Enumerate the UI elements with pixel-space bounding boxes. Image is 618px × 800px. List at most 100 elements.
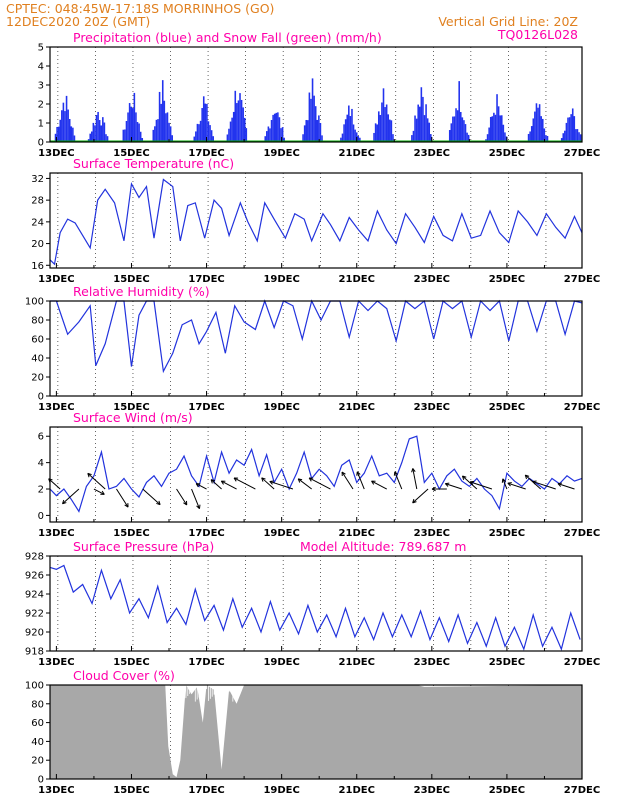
wind-arrow [469,481,493,490]
precip-bar [381,102,383,142]
precip-bar [168,122,170,142]
x-tick-label: 15DEC [113,148,149,159]
precip-bar [127,112,129,142]
wind-arrow-head [269,481,273,485]
panel-annotation: Model Altitude: 789.687 m [300,539,466,554]
series-line [49,178,583,266]
precip-bar [545,135,547,142]
wind-arrow-head [431,486,436,490]
precip-bar [311,78,314,142]
precip-bar [310,98,312,142]
precip-bar [568,117,571,142]
precip-bar [379,114,382,142]
precip-bar [169,126,172,142]
precip-bar [281,127,284,142]
precip-bar [461,117,464,142]
wind-arrow-head [394,471,399,475]
wind-arrow-head [183,502,187,506]
panel-frame [49,300,583,397]
x-tick-label: 15DEC [113,274,149,285]
y-tick-label: 0 [38,392,44,403]
precip-bar [155,119,158,142]
precip-bar [72,127,74,142]
wind-arrow-head [525,474,530,477]
precip-bar [266,131,268,142]
x-tick-label: 17DEC [188,274,224,285]
wind-arrow [269,480,294,490]
x-tick-label: 21DEC [339,402,375,413]
wind-arrow [356,471,365,490]
wind-arrow-head [461,475,465,480]
y-tick-label: 2 [38,485,44,496]
wind-arrow-head [444,483,449,487]
precip-bar [95,115,98,142]
wind-arrow [507,482,526,490]
precip-bar [70,126,73,142]
precip-bar [209,125,211,142]
wind-arrow-head [431,488,436,492]
precip-bar [319,122,322,142]
wind-arrow-head [210,479,216,482]
wind-arrow-head [233,477,237,482]
precip-bar [496,94,498,142]
precip-bar [232,111,235,142]
wind-arrow-head [371,480,375,485]
x-tick-label: 19DEC [263,785,299,796]
y-tick-label: 1 [38,119,44,130]
y-tick-label: 5 [38,43,44,54]
precip-bar [57,126,60,142]
precip-bar [453,116,456,142]
precip-bar [573,116,576,142]
wind-arrow [297,478,312,490]
precip-bar [382,88,385,142]
precip-bar [384,107,386,142]
wind-arrow-head [462,475,467,478]
precip-bar [237,100,240,142]
precip-bar [346,114,349,142]
precip-bar [103,122,106,142]
y-tick-label: 4 [38,62,44,73]
precip-bar [504,132,506,142]
precip-bar [270,119,273,142]
precip-bar [264,136,267,142]
y-tick-label: 60 [31,718,44,729]
precip-bar [570,114,572,142]
x-tick-label: 15DEC [113,785,149,796]
precip-bar [141,138,144,142]
x-tick-label: 13DEC [38,148,74,159]
precip-bar [466,132,468,142]
x-tick-label: 23DEC [414,148,450,159]
precip-bar [199,120,202,142]
x-tick-label: 25DEC [489,148,525,159]
precip-bar [198,124,200,142]
precip-bar [313,95,315,142]
precip-bar [303,125,306,142]
y-tick-label: 4 [38,458,44,469]
precip-bar [455,108,457,142]
y-tick-label: 16 [31,261,44,272]
x-tick-label: 21DEC [339,274,375,285]
wind-arrow [221,480,237,490]
precip-bar [489,116,492,142]
precip-bar [418,106,421,142]
y-tick-label: 0 [38,138,44,149]
precip-bar [491,116,494,142]
x-tick-label: 17DEC [188,148,224,159]
wind-arrow-head [87,472,92,476]
series-line [50,299,583,374]
wind-arrow-head [62,502,67,505]
precip-bar [105,134,107,142]
cloud-area [50,685,582,779]
x-tick-label: 23DEC [414,528,450,539]
precip-bar [157,119,159,142]
wind-arrow [412,488,429,504]
wind-arrow [93,488,105,495]
precip-bar [245,128,248,142]
panel-5: 0 20 40 60 80 100 13DEC 15DEC 17DEC 19DEC 21DEC 23D… [25,668,600,796]
panel-0: 0 1 2 3 4 5 13DEC 15DEC 17DEC 19DEC 21DEC 23DEC 25DE… [38,30,601,159]
precip-bar [376,124,378,142]
panels-group: 0 1 2 3 4 5 13DEC 15DEC 17DEC 19DEC 21DEC 23DEC 25DE… [25,30,600,796]
panel-frame [49,684,583,780]
precip-bar [89,133,91,142]
precip-bar [359,137,361,142]
